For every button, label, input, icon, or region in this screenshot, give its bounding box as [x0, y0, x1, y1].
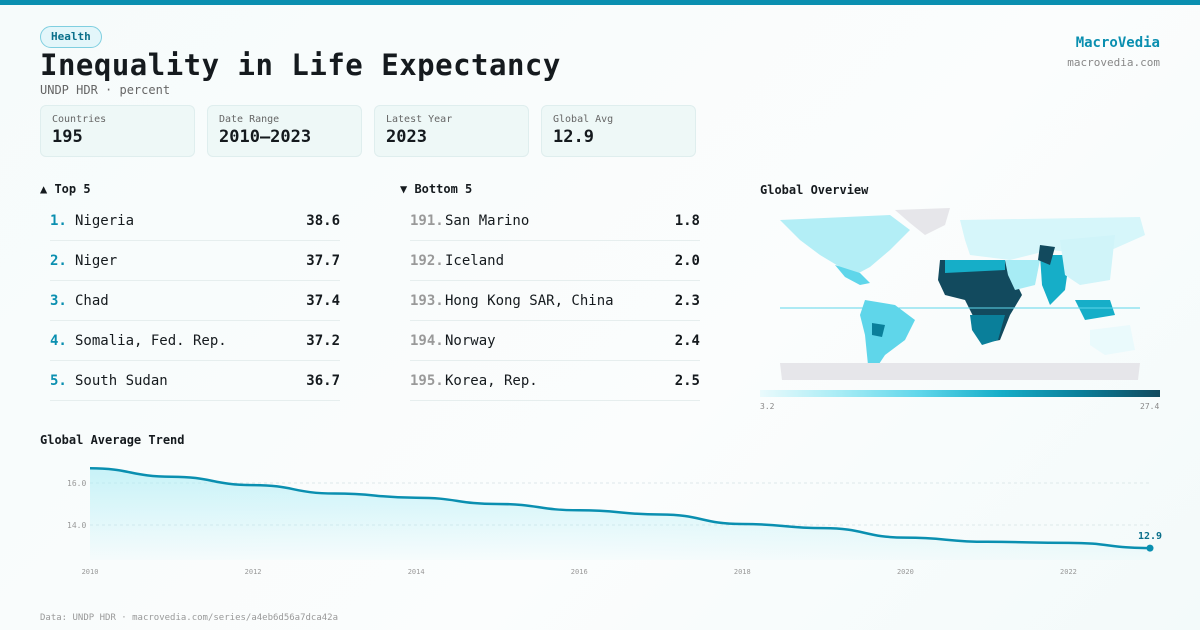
- ranking-row: 192. Iceland 2.0: [410, 241, 700, 281]
- ranking-row: 2. Niger 37.7: [50, 241, 340, 281]
- footer-source: Data: UNDP HDR · macrovedia.com/series/a…: [40, 613, 339, 623]
- stat-global-avg: Global Avg 12.9: [541, 105, 696, 157]
- stat-label: Global Avg: [553, 114, 614, 125]
- brand-url: macrovedia.com: [1067, 56, 1160, 69]
- x-tick-label: 2014: [408, 568, 425, 576]
- stat-countries: Countries 195: [40, 105, 195, 157]
- pakistan: [1038, 245, 1055, 265]
- stat-value: 2010–2023: [219, 127, 312, 147]
- country-name: Niger: [75, 252, 118, 269]
- x-tick-label: 2010: [82, 568, 99, 576]
- ranking-row: 191. San Marino 1.8: [410, 201, 700, 241]
- x-tick-label: 2018: [734, 568, 751, 576]
- stat-latest-year: Latest Year 2023: [374, 105, 529, 157]
- brand-name: MacroVedia: [1075, 35, 1160, 51]
- rank: 194.: [410, 332, 444, 349]
- country-value: 37.2: [306, 332, 340, 349]
- rank: 4.: [50, 332, 67, 349]
- bottom5-heading: ▼ Bottom 5: [400, 182, 473, 196]
- middle-east: [1005, 260, 1040, 290]
- map-shapes: [780, 208, 1145, 380]
- australia: [1090, 325, 1135, 355]
- country-name: Somalia, Fed. Rep.: [75, 332, 227, 349]
- country-value: 38.6: [306, 212, 340, 229]
- ranking-row: 193. Hong Kong SAR, China 2.3: [410, 281, 700, 321]
- country-name: San Marino: [445, 212, 530, 229]
- country-value: 37.4: [306, 292, 340, 309]
- stat-value: 2023: [386, 127, 427, 147]
- stat-label: Date Range: [219, 114, 280, 125]
- country-name: Korea, Rep.: [445, 372, 538, 389]
- page-title: Inequality in Life Expectancy: [40, 48, 561, 82]
- legend-min: 3.2: [760, 402, 775, 411]
- x-tick-label: 2020: [897, 568, 914, 576]
- east-asia: [1060, 235, 1115, 285]
- country-name: Chad: [75, 292, 109, 309]
- stat-value: 12.9: [553, 127, 594, 147]
- greenland: [895, 208, 950, 235]
- legend-max: 27.4: [1140, 402, 1160, 411]
- country-value: 37.7: [306, 252, 340, 269]
- stat-date-range: Date Range 2010–2023: [207, 105, 362, 157]
- country-value: 2.5: [674, 372, 700, 389]
- north-africa: [945, 260, 1005, 273]
- x-tick-label: 2022: [1060, 568, 1077, 576]
- top-accent-bar: [0, 0, 1200, 5]
- rank: 195.: [410, 372, 444, 389]
- top5-heading: ▲ Top 5: [40, 182, 91, 196]
- trend-area: [90, 468, 1150, 560]
- stat-value: 195: [52, 127, 83, 147]
- south-america: [860, 300, 915, 370]
- country-value: 2.0: [674, 252, 700, 269]
- country-name: Hong Kong SAR, China: [445, 292, 614, 309]
- rank: 5.: [50, 372, 67, 389]
- page-subtitle: UNDP HDR · percent: [40, 83, 171, 97]
- map-color-legend: [760, 390, 1160, 397]
- stat-label: Latest Year: [386, 114, 453, 125]
- ranking-row: 4. Somalia, Fed. Rep. 37.2: [50, 321, 340, 361]
- trend-heading: Global Average Trend: [40, 433, 185, 447]
- y-tick-label: 14.0: [67, 521, 86, 530]
- ranking-row: 5. South Sudan 36.7: [50, 361, 340, 401]
- world-map: [780, 208, 1145, 380]
- antarctica: [780, 363, 1140, 380]
- country-value: 1.8: [674, 212, 700, 229]
- category-badge: Health: [40, 26, 102, 48]
- latest-point: [1146, 544, 1154, 552]
- ranking-row: 194. Norway 2.4: [410, 321, 700, 361]
- south-asia: [1040, 255, 1070, 305]
- southeast-asia: [1075, 300, 1115, 320]
- country-value: 36.7: [306, 372, 340, 389]
- rank: 3.: [50, 292, 67, 309]
- central-america: [835, 265, 870, 285]
- country-name: South Sudan: [75, 372, 168, 389]
- country-name: Nigeria: [75, 212, 135, 229]
- trend-line: [89, 467, 1151, 550]
- map-heading: Global Overview: [760, 183, 869, 197]
- rank: 2.: [50, 252, 67, 269]
- latest-value-label: 12.9: [1138, 531, 1162, 542]
- country-value: 2.3: [674, 292, 700, 309]
- southern-africa: [970, 315, 1005, 345]
- x-tick-label: 2012: [245, 568, 262, 576]
- stat-label: Countries: [52, 114, 107, 125]
- north-america: [780, 215, 910, 275]
- rank: 193.: [410, 292, 444, 309]
- rank: 192.: [410, 252, 444, 269]
- y-tick-label: 16.0: [67, 479, 86, 488]
- ranking-row: 195. Korea, Rep. 2.5: [410, 361, 700, 401]
- ranking-row: 3. Chad 37.4: [50, 281, 340, 321]
- trend-chart: 14.0 16.0 2010 2012 2014 2016 2018 2020 2022 12.9: [67, 467, 1162, 576]
- bolivia: [872, 323, 885, 337]
- rank: 191.: [410, 212, 444, 229]
- country-name: Iceland: [445, 252, 505, 269]
- rank: 1.: [50, 212, 67, 229]
- country-name: Norway: [445, 332, 496, 349]
- country-value: 2.4: [674, 332, 700, 349]
- x-tick-label: 2016: [571, 568, 588, 576]
- ranking-row: 1. Nigeria 38.6: [50, 201, 340, 241]
